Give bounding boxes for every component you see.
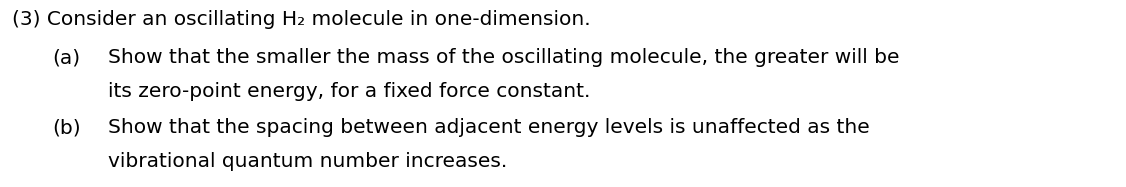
Text: Show that the spacing between adjacent energy levels is unaffected as the: Show that the spacing between adjacent e… (108, 118, 869, 137)
Text: Show that the smaller the mass of the oscillating molecule, the greater will be: Show that the smaller the mass of the os… (108, 48, 900, 67)
Text: vibrational quantum number increases.: vibrational quantum number increases. (108, 152, 507, 171)
Text: its zero-point energy, for a fixed force constant.: its zero-point energy, for a fixed force… (108, 82, 590, 101)
Text: (a): (a) (52, 48, 80, 67)
Text: (b): (b) (52, 118, 81, 137)
Text: (3) Consider an oscillating H₂ molecule in one-dimension.: (3) Consider an oscillating H₂ molecule … (12, 10, 591, 29)
